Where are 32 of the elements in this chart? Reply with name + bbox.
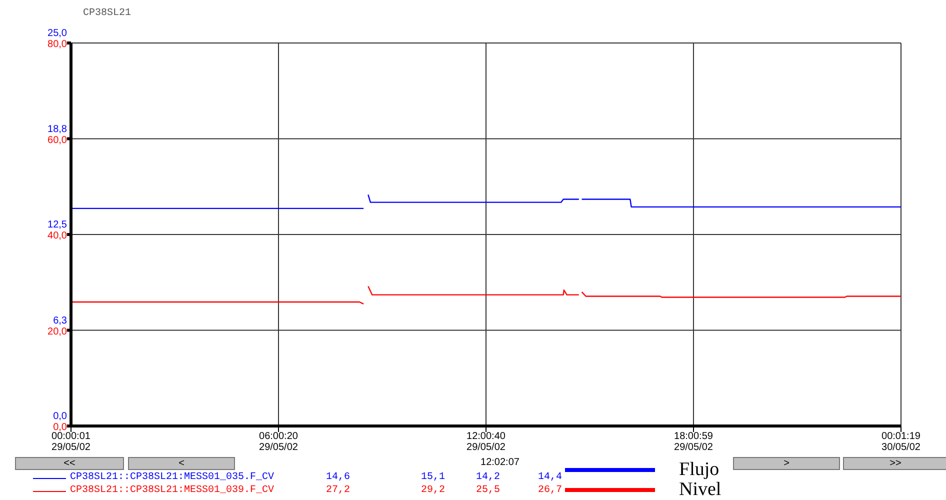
text: 14,6 — [324, 472, 350, 483]
y2-tick-label: 25,0 — [48, 28, 68, 39]
y-tick-label: 20,0 — [48, 326, 68, 338]
x-tick-label: 00:01:19 30/05/02 — [882, 431, 921, 453]
y-tick-label: 40,0 — [48, 230, 68, 242]
text: 26,7 — [536, 485, 562, 496]
y2-tick-label: 6,3 — [53, 315, 68, 326]
x-tick-label: 06:00:20 29/05/02 — [259, 431, 298, 453]
scroll-button: > — [733, 457, 840, 470]
legend-label: Flujo — [679, 459, 720, 480]
text: 14,2 — [474, 472, 500, 483]
scroll-button: >> — [843, 457, 946, 470]
x-tick-label: 12:00:40 29/05/02 — [466, 431, 506, 453]
text: CP38SL21::CP38SL21:MESS01_039.F_CV — [70, 485, 274, 496]
y-tick-label: 60,0 — [48, 134, 68, 146]
text: 12:02:07 — [480, 457, 520, 468]
x-tick-label: 18:00:59 29/05/02 — [674, 431, 714, 453]
text: 27,2 — [324, 485, 350, 496]
chart-title: CP38SL21 — [83, 8, 132, 19]
text: 29,2 — [420, 485, 445, 496]
y2-tick-label: 12,5 — [48, 220, 68, 230]
text: 25,5 — [474, 485, 500, 496]
y2-tick-label: 18,8 — [48, 124, 68, 135]
text: 14,4 — [536, 472, 562, 483]
x-tick-label: 00:00:01 29/05/02 — [52, 431, 91, 453]
legend-label: Nivel — [679, 479, 722, 500]
y-tick-label: 0,0 — [53, 422, 68, 433]
scroll-button: << — [15, 457, 124, 470]
text: 15,1 — [420, 472, 445, 483]
y-tick-label: 80,0 — [48, 39, 68, 50]
scroll-button: < — [128, 457, 235, 470]
text: CP38SL21::CP38SL21:MESS01_035.F_CV — [70, 472, 274, 483]
